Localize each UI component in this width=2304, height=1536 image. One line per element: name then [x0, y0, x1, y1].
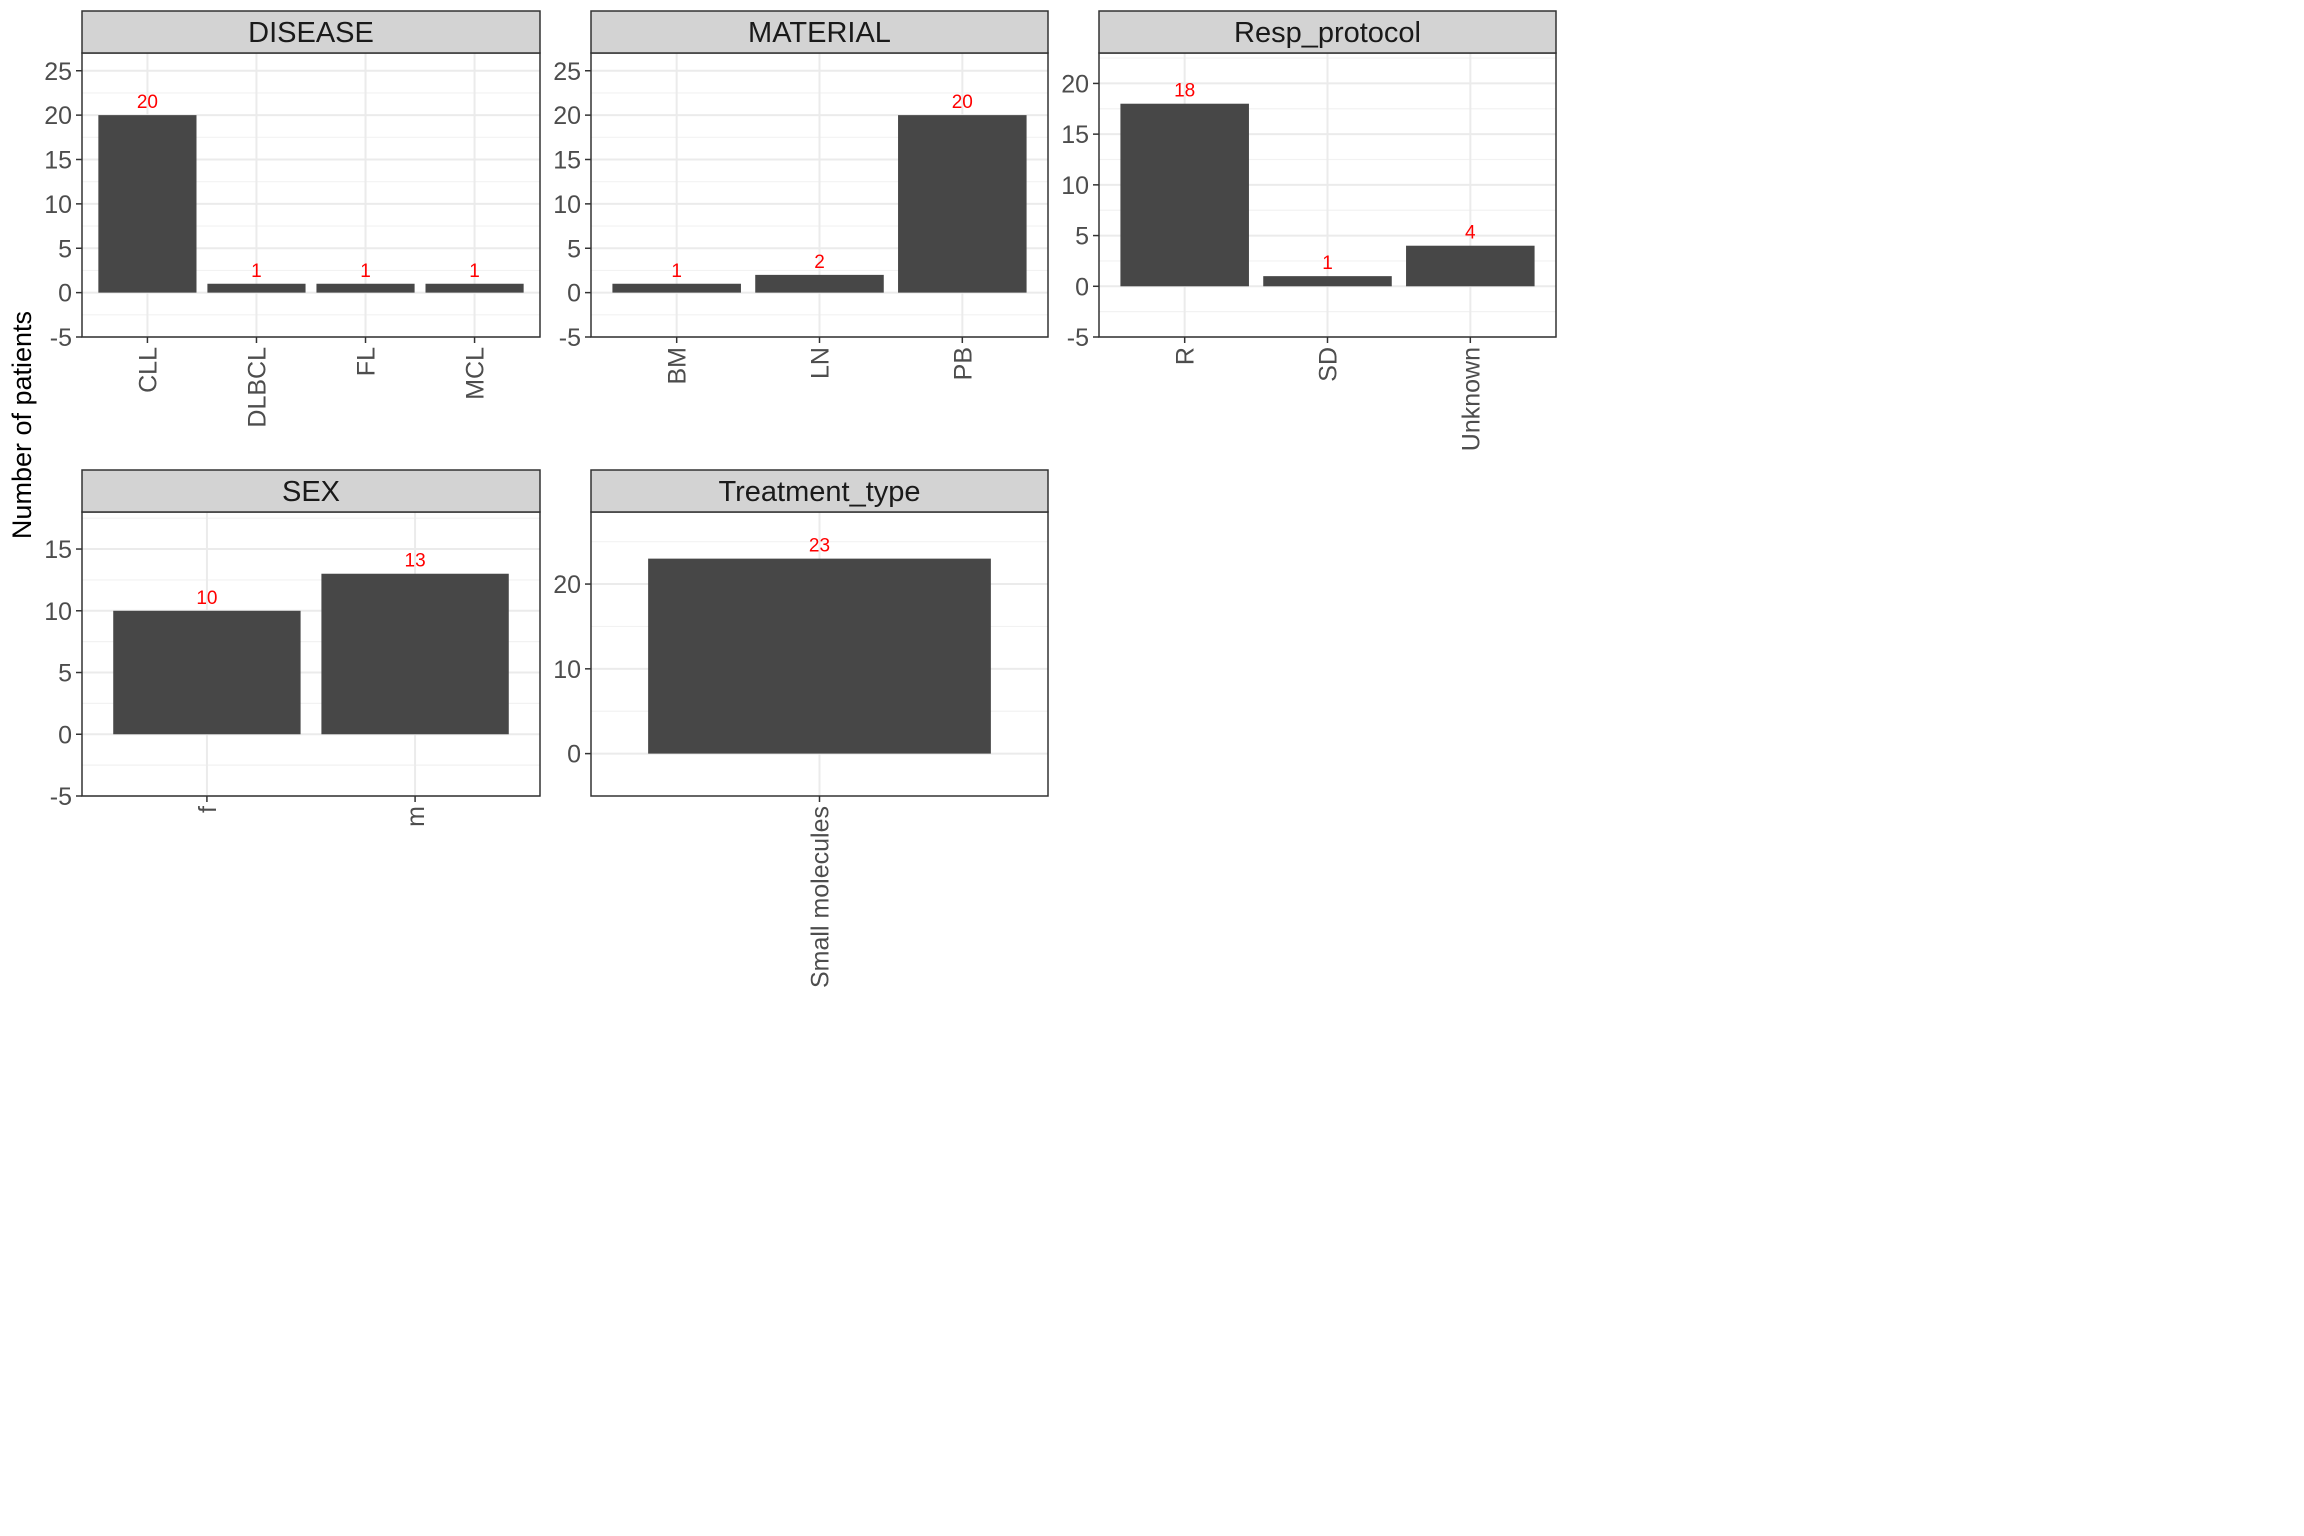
bar-sd: [1263, 276, 1392, 287]
value-label: 10: [196, 588, 217, 609]
facet-title: DISEASE: [248, 17, 374, 49]
x-tick-label: DLBCL: [243, 347, 271, 428]
value-label: 2: [814, 252, 825, 273]
facet-strip: [1098, 10, 1557, 54]
x-tick-label: SD: [1315, 347, 1343, 382]
value-label: 13: [405, 551, 426, 572]
x-tick-label: CLL: [134, 347, 162, 393]
y-tick-label: 15: [553, 147, 581, 175]
x-tick-label: Small molecules: [807, 806, 835, 988]
y-tick-label: 25: [44, 58, 72, 86]
y-tick-label: 0: [567, 741, 581, 769]
facet-strip: [81, 469, 541, 513]
x-tick-label: MCL: [462, 347, 490, 400]
x-tick-label: LN: [807, 347, 835, 379]
y-tick-label: 5: [58, 660, 72, 688]
bar-bm: [612, 283, 741, 293]
y-tick-label: 0: [58, 721, 72, 749]
y-tick-label: 10: [553, 656, 581, 684]
bar-m: [321, 573, 509, 735]
y-tick-label: -5: [50, 783, 72, 811]
y-tick-label: 10: [44, 191, 72, 219]
value-label: 1: [360, 261, 371, 282]
facet-title: Resp_protocol: [1234, 17, 1421, 49]
faceted-bar-chart: Number of patients 201 1 1DISEASE-50510152…: [0, 0, 1565, 1043]
bar-cll: [98, 115, 197, 293]
bar-fl: [316, 283, 415, 293]
y-tick-label: 10: [44, 598, 72, 626]
bar-small-molecules: [648, 558, 991, 754]
facet-panel-3: 10 13 SEX -5 0 5 10 15 f m: [44, 469, 541, 827]
y-tick-label: 20: [1061, 70, 1089, 98]
bar-unknown: [1406, 245, 1535, 287]
y-tick-label: 20: [44, 102, 72, 130]
facet-panel-0: 20 1 1 1 DISEASE -5 0 5 10 15 20 25 CLL DLBCL FL MCL: [44, 10, 541, 428]
value-label: 1: [251, 261, 262, 282]
value-label: 1: [469, 261, 480, 282]
y-tick-label: 25: [553, 58, 581, 86]
bar-pb: [898, 115, 1027, 293]
y-tick-label: 15: [44, 536, 72, 564]
x-tick-label: FL: [353, 347, 381, 376]
y-tick-label: 15: [1061, 121, 1089, 149]
facet-strip: [590, 10, 1049, 54]
bar-f: [113, 610, 301, 735]
y-tick-label: -5: [559, 324, 581, 352]
value-label: 20: [137, 92, 158, 113]
facet-panel-4: 23 Treatment_type 0 10 20 Small molecules: [553, 469, 1049, 988]
y-tick-label: 5: [58, 235, 72, 263]
y-tick-label: 15: [44, 147, 72, 175]
bar-ln: [755, 274, 884, 293]
y-tick-label: 0: [1075, 273, 1089, 301]
x-tick-label: Unknown: [1457, 347, 1485, 451]
value-label: 1: [1322, 253, 1333, 274]
x-tick-label: R: [1172, 347, 1200, 365]
y-tick-label: 0: [58, 280, 72, 308]
y-axis-label: Number of patients: [7, 311, 37, 539]
value-label: 4: [1465, 223, 1476, 244]
bar-dlbcl: [207, 283, 306, 293]
value-label: 20: [952, 92, 973, 113]
y-tick-label: -5: [50, 324, 72, 352]
x-tick-label: f: [194, 806, 222, 813]
y-tick-label: 20: [553, 571, 581, 599]
facet-title: Treatment_type: [718, 476, 920, 508]
bar-r: [1120, 103, 1249, 287]
y-tick-label: 20: [553, 102, 581, 130]
value-label: 1: [671, 261, 682, 282]
y-tick-label: 0: [567, 280, 581, 308]
bar-mcl: [425, 283, 524, 293]
x-tick-label: m: [402, 806, 430, 827]
x-tick-label: PB: [949, 347, 977, 380]
facet-panel-2: 18 1 4 Resp_protocol -5 0 5 10 15 20 R SD Unknown: [1061, 10, 1557, 451]
x-tick-label: BM: [664, 347, 692, 385]
facet-title: MATERIAL: [748, 17, 891, 49]
facet-panel-1: 1 2 20 MATERIAL -5 0 5 10 15 20 25 BM LN PB: [553, 10, 1049, 385]
facet-strip: [590, 469, 1049, 513]
value-label: 23: [809, 536, 830, 557]
y-tick-label: 5: [567, 235, 581, 263]
facet-title: SEX: [282, 476, 340, 508]
y-tick-label: -5: [1067, 324, 1089, 352]
y-tick-label: 10: [553, 191, 581, 219]
facet-strip: [81, 10, 541, 54]
y-tick-label: 10: [1061, 172, 1089, 200]
value-label: 18: [1174, 81, 1195, 102]
y-tick-label: 5: [1075, 223, 1089, 251]
